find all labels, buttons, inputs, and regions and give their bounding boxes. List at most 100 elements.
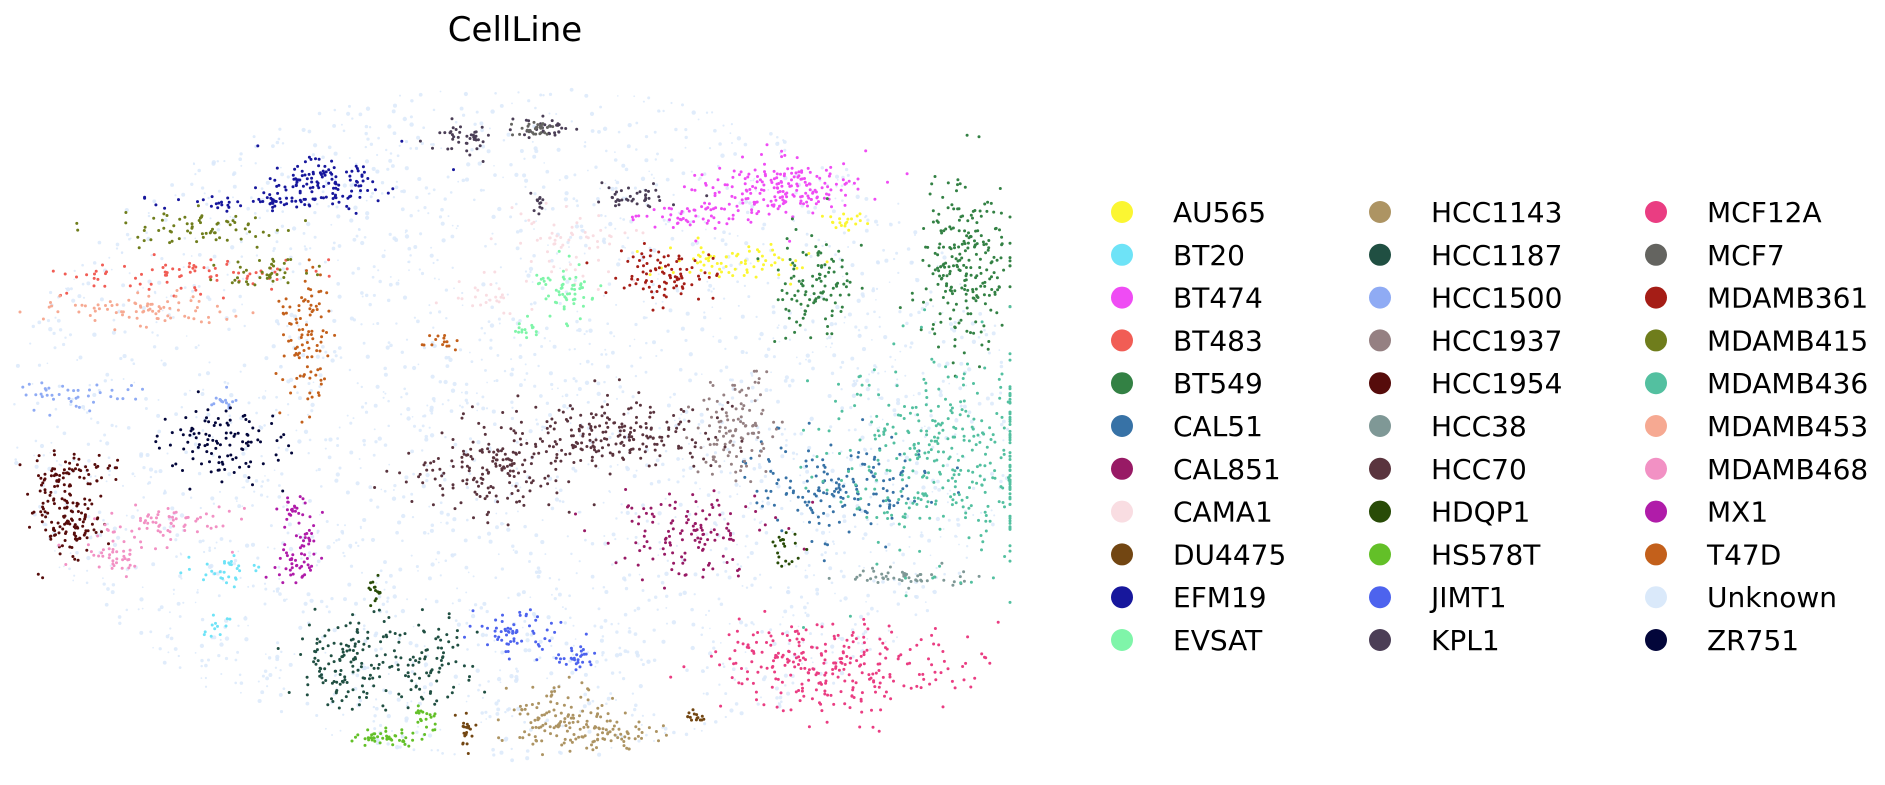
point-unknown <box>362 438 366 443</box>
point-unknown <box>904 374 907 377</box>
point-unknown <box>855 379 859 383</box>
point-hcc1937 <box>702 398 706 402</box>
point-unknown <box>626 537 629 540</box>
point-unknown <box>550 636 554 641</box>
point-bt474 <box>760 188 763 192</box>
point-unknown <box>454 120 458 124</box>
point-unknown <box>94 475 97 478</box>
point-unknown <box>493 380 496 382</box>
point-hcc70 <box>607 443 610 447</box>
point-bt474 <box>762 198 766 202</box>
point-cama1 <box>546 250 549 254</box>
point-bt549 <box>946 206 950 210</box>
point-bt474 <box>727 217 731 221</box>
point-cal51 <box>833 489 836 493</box>
point-bt549 <box>819 291 823 295</box>
point-unknown <box>875 287 879 291</box>
series-bt483 <box>51 253 331 300</box>
point-hcc70 <box>534 445 538 448</box>
point-hcc1937 <box>738 446 742 450</box>
point-hcc1954 <box>67 467 71 471</box>
point-bt20 <box>205 562 209 566</box>
point-bt549 <box>964 292 968 296</box>
point-unknown <box>264 356 269 361</box>
point-unknown <box>120 251 124 255</box>
point-unknown <box>112 526 118 531</box>
point-cal851 <box>694 500 698 504</box>
point-unknown <box>297 533 300 536</box>
point-unknown <box>736 234 739 237</box>
point-unknown <box>227 327 231 332</box>
point-hcc1187 <box>318 669 321 673</box>
point-hcc1143 <box>559 711 563 715</box>
point-cal51 <box>906 497 910 501</box>
point-bt474 <box>778 204 781 208</box>
point-unknown <box>858 333 862 337</box>
point-unknown <box>851 383 856 388</box>
point-hcc1187 <box>355 628 359 631</box>
point-unknown <box>232 171 237 176</box>
point-bt549 <box>951 292 954 296</box>
point-du4475 <box>687 711 691 715</box>
point-hcc1187 <box>361 676 365 680</box>
point-unknown <box>361 295 364 298</box>
point-unknown <box>516 706 521 711</box>
point-cal51 <box>844 490 848 494</box>
point-unknown <box>370 537 376 542</box>
point-cal851 <box>624 488 628 491</box>
point-bt474 <box>731 175 735 179</box>
point-hcc1143 <box>600 704 604 707</box>
point-au565 <box>747 249 751 253</box>
point-bt483 <box>165 280 169 284</box>
point-unknown <box>713 451 718 455</box>
plot-area <box>13 87 1012 763</box>
point-unknown <box>509 372 514 377</box>
point-unknown <box>524 178 529 183</box>
point-unknown <box>492 422 497 427</box>
point-unknown <box>559 267 561 270</box>
point-unknown <box>315 713 319 718</box>
point-hcc1937 <box>726 454 730 458</box>
point-bt474 <box>705 221 709 225</box>
point-unknown <box>33 454 35 457</box>
point-bt549 <box>957 207 961 211</box>
point-bt549 <box>938 242 942 246</box>
point-bt20 <box>228 617 232 621</box>
point-unknown <box>889 222 891 225</box>
point-bt474 <box>694 239 698 243</box>
point-cal851 <box>713 538 717 542</box>
point-unknown <box>506 293 509 296</box>
point-unknown <box>430 523 435 528</box>
point-unknown <box>489 338 493 342</box>
point-bt549 <box>974 287 978 291</box>
point-bt20 <box>187 567 191 571</box>
point-unknown <box>440 221 445 226</box>
point-unknown <box>631 692 635 695</box>
point-hcc1187 <box>436 646 440 650</box>
point-unknown <box>721 403 725 407</box>
point-bt549 <box>969 312 973 316</box>
point-unknown <box>389 343 393 348</box>
point-cama1 <box>535 238 539 242</box>
point-unknown <box>39 443 45 449</box>
point-hcc1954 <box>64 460 67 464</box>
point-hcc38 <box>876 581 880 584</box>
point-unknown <box>422 126 426 130</box>
point-cal51 <box>903 459 907 463</box>
point-hcc1187 <box>406 663 410 667</box>
point-hcc1187 <box>345 681 349 684</box>
point-hcc1187 <box>323 634 327 638</box>
point-unknown <box>470 613 476 619</box>
point-hcc1187 <box>353 644 357 648</box>
point-hcc38 <box>940 561 944 565</box>
point-hcc1187 <box>351 637 355 641</box>
point-cama1 <box>553 238 557 242</box>
point-hcc1143 <box>560 743 564 747</box>
point-unknown <box>895 251 899 255</box>
point-unknown <box>794 191 798 195</box>
point-hcc1954 <box>71 555 75 558</box>
point-unknown <box>566 535 569 538</box>
point-unknown <box>348 368 352 372</box>
point-unknown <box>736 493 739 496</box>
point-au565 <box>866 222 870 226</box>
